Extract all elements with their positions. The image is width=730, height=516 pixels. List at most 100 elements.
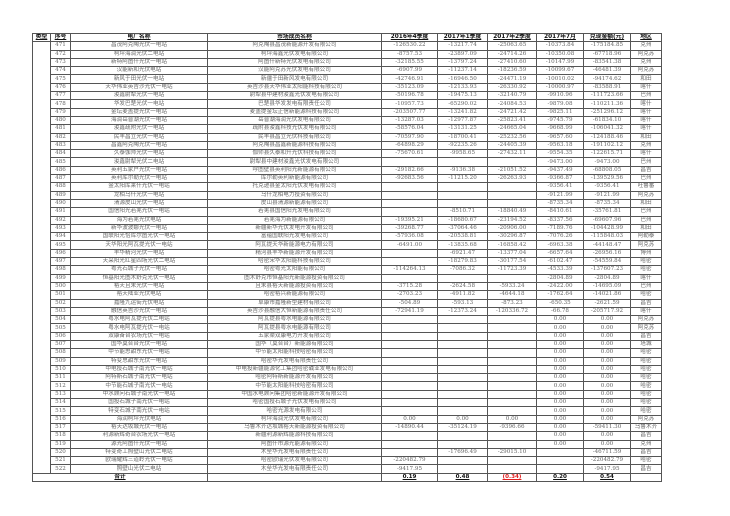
amount-cell: -2804.89	[583, 273, 631, 283]
plant-name-cell: 海润岳普湖光伏一电站	[70, 115, 208, 126]
q2-2017-cell: -26330.92	[487, 82, 537, 93]
member-name-cell: 哈密欧瑞光伏发电有限公司	[207, 456, 382, 466]
member-name-cell: 五家渠双康电力开发有限公司	[207, 331, 382, 342]
q2-2017-cell	[487, 157, 537, 167]
header-row: 类型 序号 电厂名称 市场成员名称 2016年4季度 2017年1季度 2017…	[32, 32, 662, 43]
q4-2016-cell	[381, 348, 438, 358]
amount-cell: -68808.05	[583, 165, 631, 176]
plant-name-cell: 新华波波娜光伏一电站	[70, 223, 208, 234]
serial-cell: 489	[50, 190, 71, 200]
plant-name-cell: 特变奇工照壁山光伏二电站	[70, 447, 208, 458]
q1-2017-cell	[437, 464, 488, 474]
plant-name-cell: 粤光石城子光伏一电站	[70, 265, 208, 275]
jul-2017-cell: -8410.61	[536, 207, 584, 217]
total-amount: 0.54	[583, 472, 631, 483]
q1-2017-cell: -13131.25	[437, 124, 488, 134]
table-row: 499 恒基阳光图木舒克光伏一电站 图木舒克市恒基阳光新能源投资有限公司 -2804.…	[33, 273, 662, 283]
q2-2017-cell: -20906.00	[487, 223, 537, 234]
plant-name-cell: 中水顾问石城子南光伏一电站	[70, 389, 208, 400]
amount-cell: -2621.59	[583, 298, 631, 308]
table-row: 514 国投石城子南光伏一电站 哈密国投石城子光伏发电有限公司 0.00 0.00 哈密	[33, 398, 662, 408]
member-name-cell: 皮山县清源新能源有限公司	[207, 198, 382, 209]
table-row: 479 金坛麦盖提光伏一电站 麦盖提金坛正信新能源科技有限公司 -203507.77-…	[33, 107, 662, 117]
q4-2016-cell: -75670.61	[381, 149, 438, 159]
q1-2017-cell	[437, 190, 488, 200]
q2-2017-cell	[487, 190, 537, 200]
q2-2017-cell: -23194.52	[487, 215, 537, 225]
serial-cell: 516	[50, 414, 71, 424]
serial-cell: 478	[50, 99, 71, 109]
serial-cell: 491	[50, 207, 71, 217]
q1-2017-cell	[437, 431, 488, 441]
total-label: 合计	[32, 472, 208, 483]
region-cell: 阿克苏	[630, 190, 662, 200]
member-name-cell: 巴楚县华发发电有限责任公司	[207, 99, 382, 109]
member-name-cell: 阿图什市源光能源有限公司	[207, 439, 382, 449]
region-cell: 哈密	[630, 256, 662, 267]
region-cell: 吐鲁番	[630, 182, 662, 192]
q2-2017-cell	[487, 331, 537, 342]
table-row: 497 天采阳光红星四场光伏二电站 哈密宋华太阳能科技有限公司 -18279.83 -3…	[33, 256, 662, 267]
serial-cell: 493	[50, 223, 71, 234]
jul-2017-cell: -9121.99	[536, 190, 584, 200]
q2-2017-cell	[487, 339, 537, 350]
amount-cell: -14695.09	[583, 281, 631, 292]
q2-2017-cell: -11723.39	[487, 265, 537, 275]
region-cell: 和田	[630, 74, 662, 84]
q2-2017-cell	[487, 198, 537, 209]
region-cell: 巴州	[630, 215, 662, 225]
plant-name-cell: 利源新辉奇台农场光伏一电站	[70, 431, 208, 441]
serial-cell: 486	[50, 165, 71, 176]
amount-cell: -9417.95	[583, 464, 631, 474]
jul-2017-cell	[536, 464, 584, 474]
q1-2017-cell: -17696.49	[437, 447, 488, 458]
plant-name-cell: 国投石城子南光伏一电站	[70, 398, 208, 408]
member-name-cell: 尉犁县中建材浚鑫光伏发电有限公司	[207, 157, 382, 167]
amount-cell: -110211.36	[583, 99, 631, 109]
q2-2017-cell: -29015.10	[487, 447, 537, 458]
jul-2017-cell	[536, 447, 584, 458]
plant-name-cell: 英利库尔勒光伏一电站	[70, 174, 208, 184]
jul-2017-cell: -7189.76	[536, 223, 584, 234]
table-row: 509 特变思甜东光伏一电站 哈密华光发电有限责任公司 0.00 0.00 哈密	[33, 356, 662, 366]
member-name-cell: 乌鲁木齐达坂城裕天新能源投资有限公司	[207, 422, 382, 433]
jul-2017-cell: -66.78	[536, 306, 584, 317]
amount-cell: -191102.12	[583, 140, 631, 151]
q2-2017-cell: -18840.49	[487, 207, 537, 217]
jul-2017-cell: -9745.79	[536, 115, 584, 126]
member-name-cell: 阜康市嘉隆新型建材有限公司	[207, 298, 382, 308]
q4-2016-cell	[381, 389, 438, 400]
plant-name-cell: 柯坪海润光伏二电站	[70, 49, 208, 59]
total-region-blank	[630, 472, 662, 483]
region-cell: 巴州	[630, 157, 662, 167]
member-name-cell: 尉犁县中建材浚鑫光伏发电有限公司	[207, 91, 382, 101]
region-cell: 巴州	[630, 207, 662, 217]
plant-name-cell: 粤水电阿瓦提光伏二电站	[70, 315, 208, 325]
table-row: 518 利源新辉奇台农场光伏一电站 新疆利源新辉能源科技有限公司 0.00 0.00 昌吉	[33, 431, 662, 441]
jul-2017-cell: -9879.08	[536, 99, 584, 109]
plant-name-cell: 中节能思甜东光伏一电站	[70, 348, 208, 358]
jul-2017-cell: 0.00	[536, 414, 584, 424]
member-name-cell: 柯坪海鑫光伏发电有限公司	[207, 49, 382, 59]
q4-2016-cell	[381, 182, 438, 192]
table-row: 502 嘉隆九运街光伏电站 阜康市嘉隆新型建材有限公司 -504.89 -593.13-…	[33, 298, 662, 308]
serial-cell: 515	[50, 406, 71, 416]
q1-2017-cell: -20538.81	[437, 232, 488, 242]
q4-2016-cell: -114264.13	[381, 265, 438, 275]
q2-2017-cell: -24405.39	[487, 140, 537, 151]
q4-2016-cell: -6491.00	[381, 240, 438, 250]
q1-2017-cell: -35124.19	[437, 422, 488, 433]
serial-cell: 485	[50, 157, 71, 167]
region-cell: 阿勒泰	[630, 232, 662, 242]
plant-name-cell: 海为若羌光伏电站	[70, 215, 208, 225]
q1-2017-cell: -6921.47	[437, 248, 488, 259]
plant-name-cell: 国华莫合台光伏一电站	[70, 339, 208, 350]
q1-2017-cell	[437, 356, 488, 366]
q1-2017-cell: -92235.26	[437, 140, 488, 151]
serial-cell: 504	[50, 315, 71, 325]
q1-2017-cell: -12373.24	[437, 306, 488, 317]
q1-2017-cell: -12133.93	[437, 82, 488, 93]
q2-2017-cell	[487, 398, 537, 408]
amount-cell: -9356.41	[583, 182, 631, 192]
jul-2017-cell: 0.00	[536, 406, 584, 416]
